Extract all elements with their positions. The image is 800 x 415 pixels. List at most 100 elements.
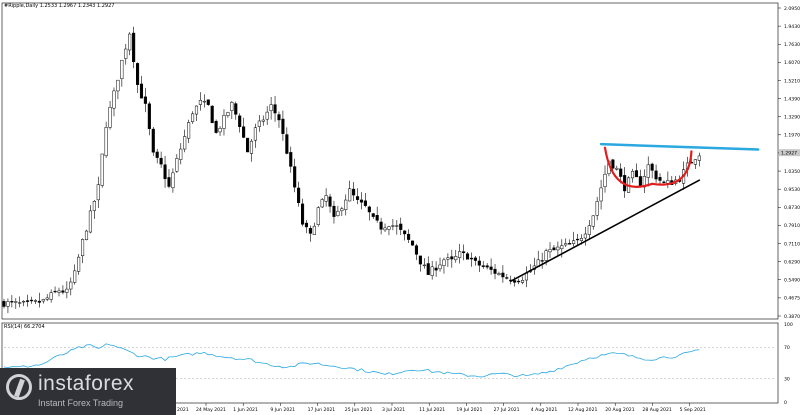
candle-body [355,196,360,200]
candle-body [10,301,14,303]
price-tick-label: 1.3290 [784,115,800,121]
rsi-line [3,343,700,378]
candle-body [324,195,328,202]
candle-body [316,207,320,226]
ohlc-readout: 1.2533 1.2967 1.2343 1.2927 [39,3,115,9]
last-price-tag [779,149,800,157]
date-tick-label: 1 Jun 2021 [233,407,258,413]
candle-body [489,266,493,270]
candle-body [524,272,529,281]
brand-logo: instaforex Instant Forex Trading [0,368,176,415]
candle-body [49,292,53,300]
date-tick-label: 17 Jun 2021 [308,407,336,413]
candle-body [206,99,210,105]
candle-body [167,177,171,187]
date-tick-label: 9 Jun 2021 [270,407,295,413]
trendline-overlays [509,142,760,282]
candle-body [45,297,49,300]
candle-body [320,199,324,208]
candle-body [391,225,395,227]
candle-body [18,302,22,304]
price-tick-label: 1.0350 [784,169,800,175]
candle-body [136,63,140,85]
candle-body [638,176,642,187]
candle-body [540,260,544,262]
candle-body [410,240,415,246]
date-tick-label: 4 Aug 2021 [531,407,558,413]
brand-name: instaforex [38,372,135,395]
candle-body [465,253,470,260]
candle-body [6,301,10,307]
candle-body [132,32,136,62]
candle-body [646,164,650,178]
candle-body [595,201,599,216]
candle-body [599,187,603,202]
candle-body [120,59,124,79]
candle-body [143,96,147,104]
price-tick-label: 1.5210 [784,78,800,84]
date-tick-label: 5 Sep 2021 [680,407,706,413]
candle-body [414,245,419,255]
candle-body [65,288,69,293]
candle-body [242,126,246,138]
candle-body [654,170,658,180]
symbol-label: #Ripple,Daily [4,3,39,9]
support-trendline [509,179,701,282]
candle-body [226,112,230,116]
candle-body [297,187,301,204]
candle-body [462,251,466,254]
candle-body [147,103,151,129]
candle-body [481,265,485,267]
candle-body [611,159,615,169]
candle-body [69,281,73,290]
candle-body [505,277,509,279]
candle-body [29,299,34,302]
rsi-tick-label: 30 [784,376,790,382]
candle-body [222,115,226,129]
candle-body [139,83,144,99]
candle-body [560,245,564,249]
candle-body [332,205,336,217]
candle-body [662,181,666,183]
price-tick-label: 1.6070 [784,60,800,66]
rsi-label: RSI(14) 66.2704 [4,324,45,330]
candle-body [277,114,281,121]
candle-body [666,180,670,184]
candle-body [469,257,474,260]
candle-body [556,246,560,251]
candle-body [458,251,462,258]
candle-body [552,247,556,251]
candle-body [587,225,591,235]
candle-body [128,33,132,51]
candle-body [312,225,316,235]
candle-body [61,290,65,293]
candle-body [359,199,364,203]
candle-body [658,177,662,181]
candle-body [171,172,175,189]
date-tick-label: 25 Jun 2021 [345,407,373,413]
candle-body [238,115,242,127]
candle-body [344,199,348,210]
candle-body [269,104,273,111]
date-tick-label: 27 Jul 2021 [494,407,520,413]
price-tick-label: 0.3870 [784,314,800,320]
candle-body [352,188,356,196]
candle-body [2,301,6,307]
candle-body [112,90,116,109]
candle-body [14,301,18,303]
candle-body [194,105,199,115]
candle-body [187,122,191,139]
candle-body [568,243,572,245]
candle-body [348,188,352,202]
last-price-label: 1.2927 [781,150,797,156]
candle-body [615,167,619,170]
candle-body [548,249,552,253]
candle-body [434,267,438,271]
rsi-tick-label: 70 [784,345,790,351]
candle-body [155,151,159,158]
candle-body [26,300,30,302]
candle-body [293,166,297,188]
candle-body [202,100,206,103]
candle-body [363,200,367,206]
candle-body [41,299,45,302]
